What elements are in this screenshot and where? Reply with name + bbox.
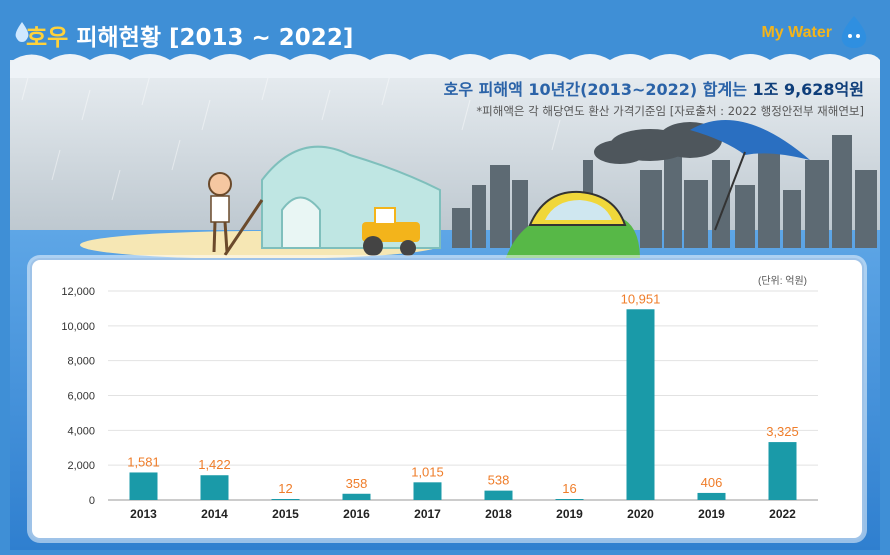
x-tick-1: 2014 [201, 507, 228, 521]
bar-2013-0 [129, 472, 158, 500]
bar-2019-8 [697, 492, 726, 500]
brand-logo-text: My Water [761, 24, 832, 41]
bar-2014-1 [200, 475, 229, 500]
cloud-wave-border [10, 54, 880, 78]
summary-text: 호우 피해액 10년간(2013~2022) 합계는 [443, 80, 747, 99]
value-label-4: 1,015 [411, 464, 444, 479]
value-labels: 1,581 1,422 12 358 1,015 538 16 10,951 406 3,325 [127, 291, 799, 496]
x-tick-labels: 2013 2014 2015 2016 2017 2018 2019 2020 2019 2022 [130, 507, 796, 521]
page-title: 호우 피해현황 [2013 ~ 2022] [26, 18, 353, 52]
water-drop-icon [15, 22, 29, 42]
y-tick-0: 0 [89, 495, 95, 507]
value-label-3: 358 [346, 476, 368, 491]
x-tick-8: 2019 [698, 507, 725, 521]
x-tick-2: 2015 [272, 507, 299, 521]
value-label-8: 406 [701, 475, 723, 490]
y-tick-4000: 4,000 [67, 425, 95, 437]
x-tick-3: 2016 [343, 507, 370, 521]
unit-label: (단위: 억원) [758, 276, 808, 287]
bar-2018-5 [484, 490, 513, 500]
city-skyline [452, 135, 877, 248]
y-tick-12000: 12,000 [61, 286, 95, 298]
value-label-9: 3,325 [766, 424, 799, 439]
tractor-icon [362, 207, 420, 256]
value-label-2: 12 [278, 481, 292, 496]
x-tick-7: 2020 [627, 507, 654, 521]
title-rest: 피해현황 [2013 ~ 2022] [76, 25, 354, 51]
bar-2015-2 [271, 499, 300, 500]
value-label-0: 1,581 [127, 454, 160, 469]
summary-line: 호우 피해액 10년간(2013~2022) 합계는 1조 9,628억원 [444, 76, 864, 100]
bar-2019-6 [555, 499, 584, 500]
summary-total: 1조 9,628억원 [752, 80, 864, 99]
y-tick-6000: 6,000 [67, 391, 95, 403]
y-tick-8000: 8,000 [67, 356, 95, 368]
x-tick-6: 2019 [556, 507, 583, 521]
farmer-figure [208, 172, 264, 256]
x-tick-5: 2018 [485, 507, 512, 521]
y-tick-labels: 0 2,000 4,000 6,000 8,000 10,000 12,000 [61, 286, 95, 507]
value-label-6: 16 [562, 481, 576, 496]
y-tick-10000: 10,000 [61, 321, 95, 333]
bar-series [129, 309, 797, 500]
bar-2016-3 [342, 493, 371, 500]
x-tick-0: 2013 [130, 507, 157, 521]
bar-2020-7 [626, 309, 655, 500]
source-note: *피해액은 각 해당연도 환산 가격기준임 [자료출처 : 2022 행정안전부… [476, 104, 864, 118]
umbrella-icon [690, 120, 810, 231]
y-tick-2000: 2,000 [67, 460, 95, 472]
x-tick-4: 2017 [414, 507, 441, 521]
water-mascot-icon [841, 16, 867, 48]
value-label-1: 1,422 [198, 457, 231, 472]
value-label-5: 538 [488, 473, 510, 488]
car-icon [505, 190, 640, 260]
value-label-7: 10,951 [621, 291, 661, 306]
bar-2017-4 [413, 482, 442, 500]
title-highlight: 호우 [26, 25, 69, 51]
x-tick-9: 2022 [769, 507, 796, 521]
bar-2022-9 [768, 442, 797, 500]
